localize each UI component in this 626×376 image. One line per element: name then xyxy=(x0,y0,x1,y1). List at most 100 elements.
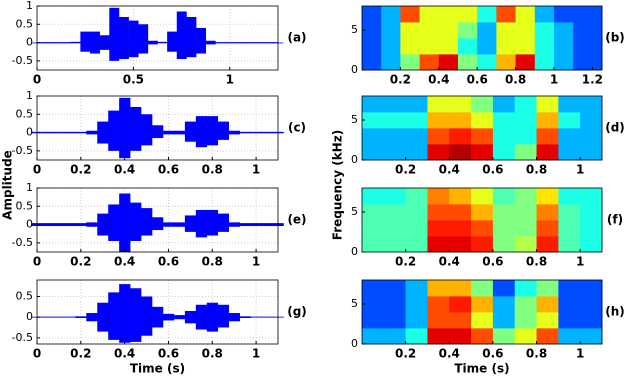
x-tick-label: 0.8 xyxy=(202,255,223,269)
y-tick-label: 1 xyxy=(26,181,33,194)
waveform-envelope xyxy=(42,223,54,227)
spectrogram-cell xyxy=(514,112,537,129)
spectrogram-cell xyxy=(558,188,581,205)
spectrogram-cell xyxy=(383,280,407,297)
spectrogram-cell xyxy=(383,144,407,161)
waveform-envelope xyxy=(138,24,149,54)
spectrogram-cell xyxy=(471,312,494,329)
spectrogram-cell xyxy=(383,328,407,345)
waveform-envelope xyxy=(157,41,168,44)
waveform-envelope xyxy=(195,116,208,148)
plot-area xyxy=(37,6,278,70)
spectrogram-cell xyxy=(362,112,385,129)
spectrogram-cell xyxy=(558,236,581,253)
spectrogram-cell xyxy=(471,188,494,205)
spectrogram-cell xyxy=(515,38,536,55)
spectrogram-cell xyxy=(405,204,428,221)
spectrogram-cell xyxy=(496,6,516,23)
spectrogram-cell xyxy=(554,6,574,23)
waveform-envelope xyxy=(196,27,206,54)
spectrogram-cell xyxy=(558,296,581,313)
y-tick-label: -0.5 xyxy=(12,236,33,249)
spectrogram-cell xyxy=(362,22,382,39)
waveform-envelope xyxy=(108,292,120,340)
panel-label: (b) xyxy=(605,31,625,45)
spectrogram-cell xyxy=(381,38,401,55)
x-tick-label: 0 xyxy=(33,73,41,87)
x-tick-label: 1 xyxy=(550,73,558,87)
spectrogram-cell xyxy=(492,312,516,329)
spectrogram-cell xyxy=(492,96,516,113)
waveform-envelope xyxy=(253,42,264,44)
waveform-envelope xyxy=(250,316,262,318)
spectrogram-cell xyxy=(592,22,603,39)
panel-label: (h) xyxy=(605,305,625,319)
x-tick-label: 0.2 xyxy=(395,347,416,361)
waveform-envelope xyxy=(261,223,273,227)
axis-frame xyxy=(36,5,279,71)
spectrogram-cell xyxy=(514,328,537,345)
spectrogram-cell xyxy=(558,112,581,129)
spectrogram-cell xyxy=(362,328,385,345)
spectrogram-cell xyxy=(427,296,450,313)
spectrogram-cell xyxy=(477,38,497,55)
x-tick-label: 0.2 xyxy=(70,347,91,361)
spectrogram-cell xyxy=(427,144,450,161)
x-tick-label: 0.4 xyxy=(114,347,135,361)
spectrogram-cell xyxy=(471,204,494,221)
spectrogram-cell xyxy=(514,296,537,313)
spectrogram-cell xyxy=(573,38,593,55)
axis-frame xyxy=(361,187,603,253)
x-tick-label: 0.4 xyxy=(439,347,460,361)
waveform-envelope xyxy=(141,208,153,236)
y-tick-label: 0 xyxy=(351,153,358,166)
waveform-envelope xyxy=(51,42,62,44)
spectrogram-cell xyxy=(362,38,382,55)
spectrogram-cell xyxy=(383,204,407,221)
waveform-envelope xyxy=(152,306,164,328)
spectrogram-cell xyxy=(471,144,494,161)
spectrogram-cell xyxy=(534,54,555,71)
spectrogram-cell xyxy=(536,328,559,345)
x-tick-label: 0.2 xyxy=(395,255,416,269)
spectrogram-cell xyxy=(419,54,440,71)
spectrogram-cell xyxy=(496,38,516,55)
x-tick-label: 0.4 xyxy=(114,163,135,177)
spectrogram-cell xyxy=(534,22,555,39)
spectrogram-cell xyxy=(536,96,559,113)
waveform-envelope xyxy=(167,31,178,52)
waveform-envelope xyxy=(97,213,109,236)
x-axis-label: Time (s) xyxy=(454,362,509,376)
spectrogram-cell xyxy=(449,236,472,253)
spectrogram-cell xyxy=(362,6,382,23)
spectrogram-cell xyxy=(427,204,450,221)
waveform-envelope xyxy=(239,316,251,318)
waveform-envelope xyxy=(64,316,76,318)
panel-label: (c) xyxy=(288,121,306,135)
spectrogram-cell xyxy=(400,6,420,23)
spectrogram-cell xyxy=(471,128,494,145)
spectrogram-cell xyxy=(536,144,559,161)
waveform-envelope xyxy=(217,304,230,328)
spectrogram-cell xyxy=(449,144,472,161)
axis-frame xyxy=(36,279,279,345)
waveform-envelope xyxy=(263,42,274,44)
spectrogram-cell xyxy=(405,144,428,161)
waveform-envelope xyxy=(90,31,100,54)
spectrogram-cell xyxy=(592,6,603,23)
waveform-envelope xyxy=(53,223,65,227)
spectrogram-cell xyxy=(471,296,494,313)
spectrogram-cell xyxy=(471,96,494,113)
x-tick-label: 0.2 xyxy=(390,73,411,87)
waveform-envelope xyxy=(97,302,109,332)
spectrogram-cell xyxy=(580,204,603,221)
spectrogram-cell xyxy=(496,22,516,39)
spectrogram-cell xyxy=(554,54,574,71)
waveform-envelope xyxy=(119,193,131,252)
spectrogram-cell xyxy=(471,280,494,297)
waveform-envelope xyxy=(250,131,262,134)
waveform-envelope xyxy=(152,125,164,139)
y-tick-label: 5 xyxy=(351,205,358,218)
spectrogram-cell xyxy=(458,38,478,55)
